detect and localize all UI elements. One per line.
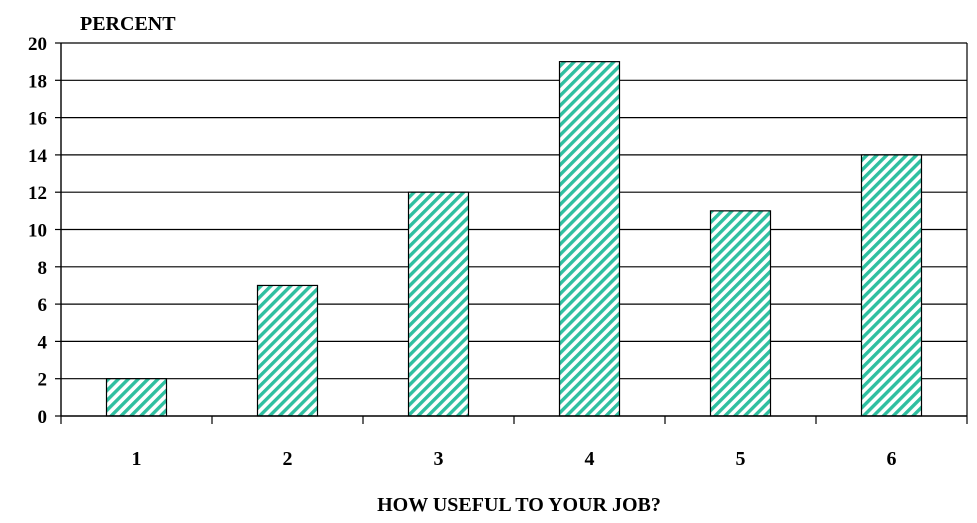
x-tick-label: 5 <box>736 448 746 470</box>
x-tick-label: 3 <box>434 448 444 470</box>
bar-2 <box>256 284 319 417</box>
x-tick-label: 4 <box>585 448 595 470</box>
bar-5 <box>709 210 772 417</box>
bar-1 <box>105 378 168 417</box>
x-tick-labels: 1 2 3 4 5 6 <box>132 448 897 470</box>
bars <box>105 61 923 417</box>
bar-3 <box>407 191 470 417</box>
x-tick-label: 1 <box>132 448 142 470</box>
y-tick-label: 12 <box>28 183 47 204</box>
y-tick-label: 8 <box>38 258 48 279</box>
y-tick-label: 2 <box>38 370 48 391</box>
y-axis-title: PERCENT <box>80 13 176 35</box>
bar-6 <box>860 154 923 417</box>
axes <box>55 42 968 424</box>
x-axis-title: HOW USEFUL TO YOUR JOB? <box>377 494 661 516</box>
gridlines <box>61 42 967 380</box>
y-tick-label: 0 <box>38 407 48 428</box>
bar-4 <box>558 61 621 417</box>
y-tick-label: 18 <box>28 71 47 92</box>
y-tick-label: 4 <box>38 332 48 353</box>
x-tick-label: 6 <box>887 448 897 470</box>
y-tick-label: 10 <box>28 221 47 242</box>
y-tick-label: 6 <box>38 295 48 316</box>
y-tick-label: 20 <box>28 34 47 55</box>
y-tick-label: 16 <box>28 109 47 130</box>
y-tick-label: 14 <box>28 146 48 167</box>
y-tick-labels: 0 2 4 6 8 10 12 14 16 18 20 <box>28 34 48 428</box>
x-tick-label: 2 <box>283 448 293 470</box>
